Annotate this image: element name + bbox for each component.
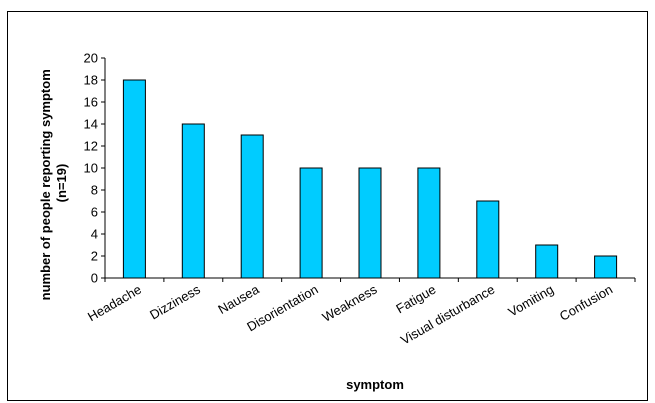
bar-confusion bbox=[594, 255, 618, 279]
y-tick-label: 10 bbox=[84, 161, 98, 176]
bar-weakness bbox=[358, 167, 382, 279]
bar-fatigue bbox=[417, 167, 441, 279]
bar-visual-disturbance bbox=[476, 200, 500, 279]
y-tick-label: 6 bbox=[91, 205, 98, 220]
bar-vomiting bbox=[535, 244, 559, 279]
bar-disorientation bbox=[299, 167, 323, 279]
bar-nausea bbox=[240, 134, 264, 279]
y-tick-label: 12 bbox=[84, 139, 98, 154]
y-tick-label: 18 bbox=[84, 73, 98, 88]
bars-group bbox=[122, 79, 618, 279]
y-tick-label: 4 bbox=[91, 227, 98, 242]
bar-dizziness bbox=[181, 123, 205, 279]
y-axis-title-line1: number of people reporting symptom bbox=[38, 69, 53, 300]
y-tick-label: 2 bbox=[91, 249, 98, 264]
y-axis-title-line2: (n=19) bbox=[54, 164, 69, 203]
y-tick-label: 8 bbox=[91, 183, 98, 198]
bar-headache bbox=[122, 79, 146, 279]
y-tick-label: 14 bbox=[84, 117, 98, 132]
y-axis-title: number of people reporting symptom (n=19… bbox=[38, 66, 69, 301]
y-tick-label: 20 bbox=[84, 51, 98, 66]
x-axis-title: symptom bbox=[346, 377, 404, 392]
chart-frame bbox=[7, 11, 648, 401]
y-tick-label: 16 bbox=[84, 95, 98, 110]
y-tick-label: 0 bbox=[91, 271, 98, 286]
y-ticks-group: 0 2 4 6 8 10 12 14 16 18 20 bbox=[84, 51, 105, 286]
